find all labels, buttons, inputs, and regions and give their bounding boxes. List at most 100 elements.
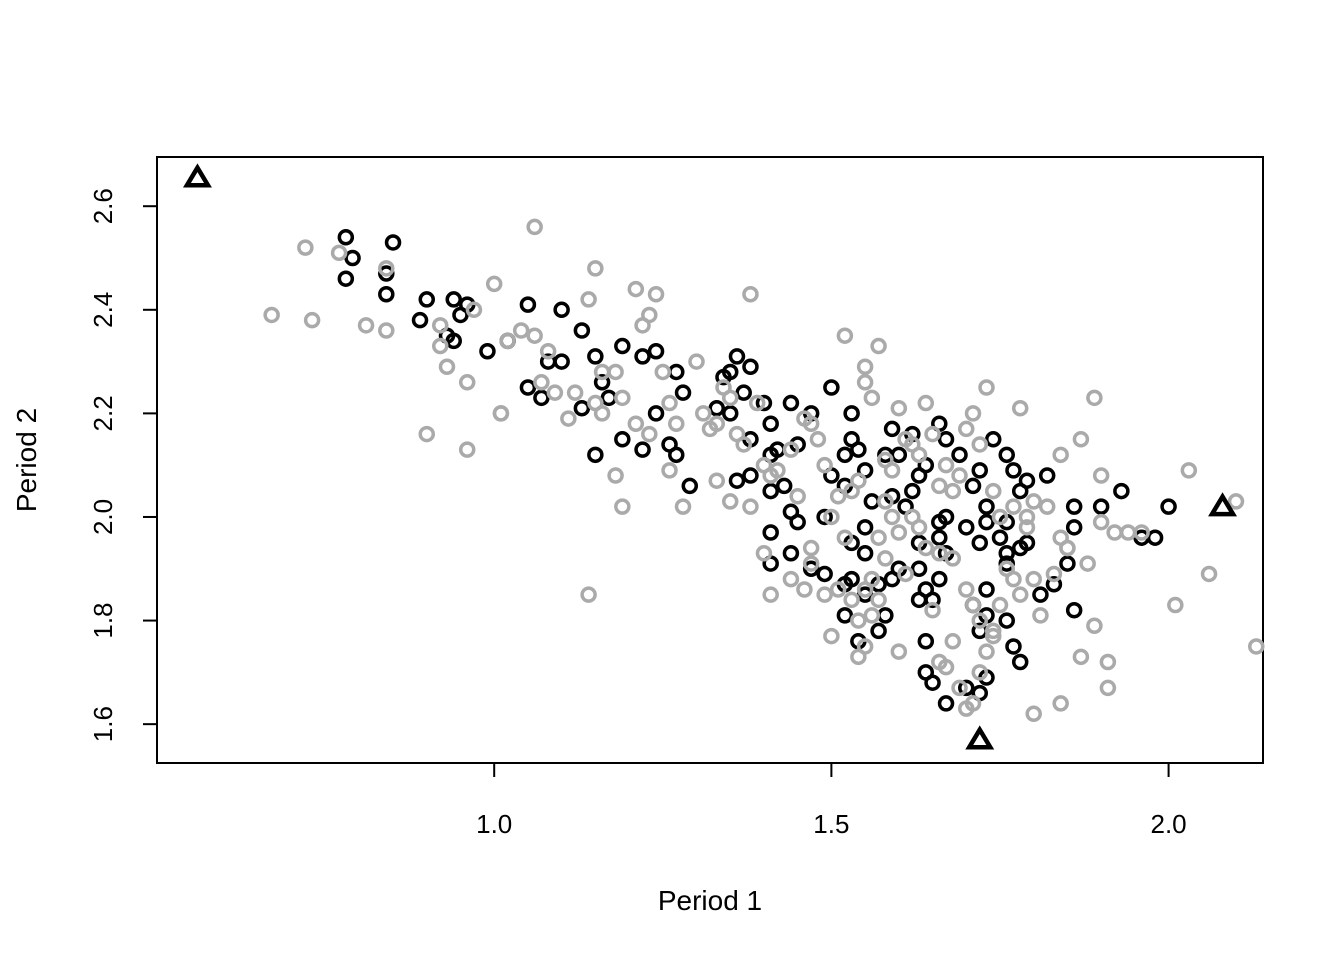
data-point-gray — [1079, 555, 1096, 572]
data-point-black — [789, 513, 806, 531]
y-tick-label: 1.6 — [88, 706, 118, 742]
data-point-gray — [735, 436, 752, 453]
data-point-black — [910, 560, 928, 578]
data-point-black — [1005, 462, 1022, 479]
data-point-gray — [829, 581, 847, 598]
data-point-black — [998, 555, 1015, 572]
data-point-gray — [870, 529, 887, 546]
data-point-gray — [1167, 596, 1184, 614]
y-tick-label: 2.4 — [88, 292, 118, 328]
data-point-gray — [863, 607, 881, 624]
data-point-black — [721, 363, 739, 381]
data-point-gray — [984, 622, 1002, 640]
data-point-gray — [533, 374, 550, 391]
data-point-gray — [1099, 653, 1117, 671]
data-point-gray — [850, 612, 867, 629]
data-point-gray — [870, 337, 887, 355]
data-point-black — [991, 529, 1009, 546]
data-point-gray — [303, 311, 321, 329]
data-point-gray — [843, 591, 860, 609]
data-point-gray — [836, 529, 854, 546]
data-point-black — [951, 446, 968, 464]
data-point-black — [917, 633, 935, 650]
data-point-gray — [1038, 498, 1056, 515]
x-tick-label: 1.5 — [813, 809, 849, 839]
y-axis-label: Period 2 — [11, 408, 42, 512]
y-tick-label: 2.0 — [88, 499, 118, 535]
data-point-black — [647, 342, 665, 360]
data-point-gray — [1133, 524, 1150, 541]
data-point-gray — [1180, 462, 1198, 479]
data-point-gray — [877, 550, 894, 567]
data-point-gray — [539, 342, 557, 360]
data-point-black — [634, 348, 651, 365]
y-tick-label: 2.2 — [88, 395, 118, 431]
data-point-black — [931, 529, 948, 546]
data-point-gray — [1011, 399, 1029, 417]
data-point-black — [479, 342, 496, 360]
data-point-gray — [512, 322, 530, 339]
data-point-gray — [458, 441, 476, 458]
data-point-black — [384, 234, 402, 251]
x-tick-label: 1.0 — [476, 809, 512, 839]
data-point-gray — [1045, 565, 1063, 583]
data-point-black — [553, 301, 570, 319]
data-point-gray — [431, 337, 449, 355]
data-point-black — [445, 291, 462, 308]
data-point-black — [762, 482, 779, 500]
data-point-gray — [641, 425, 658, 443]
data-point-gray — [330, 244, 348, 262]
data-point-gray — [802, 415, 820, 432]
data-point-gray — [431, 317, 449, 334]
data-point-gray — [917, 539, 935, 557]
data-point-gray — [695, 405, 712, 422]
data-point-black — [1160, 498, 1177, 515]
data-point-black — [681, 477, 699, 495]
data-point-black — [802, 560, 820, 578]
data-point-gray — [809, 431, 827, 448]
data-point-black — [1146, 529, 1164, 546]
data-point-gray — [897, 565, 914, 583]
data-point-black — [668, 446, 685, 464]
data-point-black — [418, 291, 436, 308]
data-point-gray — [378, 260, 395, 277]
data-point-gray — [978, 643, 995, 660]
data-point-black — [573, 399, 591, 417]
data-point-gray — [1011, 586, 1029, 603]
data-point-black — [533, 389, 550, 407]
data-point-black — [1113, 482, 1130, 500]
data-point-black — [1018, 534, 1036, 552]
data-point-black — [836, 607, 854, 624]
data-point-gray — [263, 306, 280, 324]
data-point-gray — [708, 415, 725, 432]
data-point-gray — [877, 493, 894, 510]
data-point-black — [411, 311, 429, 329]
data-point-gray — [856, 374, 874, 391]
data-point-gray — [762, 586, 779, 603]
data-point-triangle — [965, 725, 995, 750]
data-point-gray — [816, 586, 833, 603]
data-point-gray — [627, 280, 645, 298]
data-point-gray — [1106, 524, 1123, 541]
data-point-black — [823, 379, 840, 396]
data-point-gray — [944, 550, 962, 567]
data-point-gray — [748, 394, 766, 412]
data-point-gray — [931, 477, 948, 495]
data-point-gray — [1086, 617, 1103, 634]
data-point-gray — [964, 596, 982, 614]
data-point-gray — [1092, 467, 1110, 484]
data-point-gray — [546, 384, 564, 401]
data-point-gray — [890, 399, 908, 417]
data-point-gray — [964, 405, 982, 422]
data-point-black — [708, 399, 725, 417]
data-point-gray — [614, 498, 631, 515]
data-point-black — [775, 477, 793, 495]
data-point-gray — [492, 405, 510, 422]
data-point-black — [762, 415, 779, 432]
data-point-gray — [836, 327, 854, 344]
data-point-gray — [984, 482, 1002, 500]
data-point-black — [998, 544, 1015, 562]
data-point-gray — [991, 596, 1009, 614]
data-point-gray — [917, 394, 935, 412]
data-point-gray — [378, 322, 395, 339]
